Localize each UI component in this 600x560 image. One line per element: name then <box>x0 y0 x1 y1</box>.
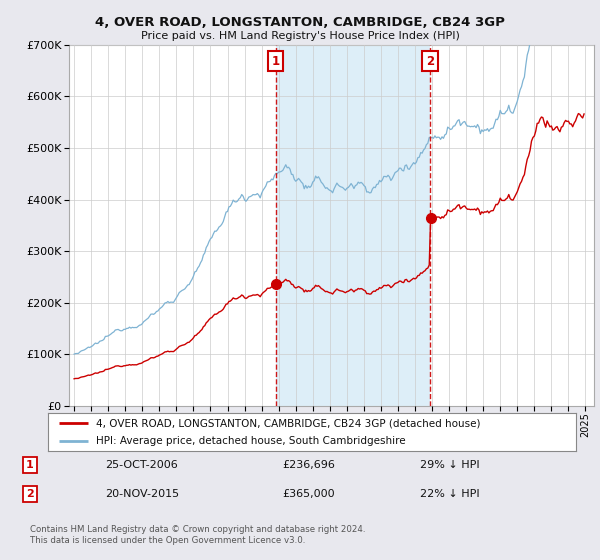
Text: Contains HM Land Registry data © Crown copyright and database right 2024.
This d: Contains HM Land Registry data © Crown c… <box>30 525 365 545</box>
Text: 1: 1 <box>272 54 280 68</box>
Text: 25-OCT-2006: 25-OCT-2006 <box>105 460 178 470</box>
Text: 2: 2 <box>26 489 34 499</box>
Text: HPI: Average price, detached house, South Cambridgeshire: HPI: Average price, detached house, Sout… <box>95 436 405 446</box>
Text: £236,696: £236,696 <box>282 460 335 470</box>
Text: 1: 1 <box>26 460 34 470</box>
Text: Price paid vs. HM Land Registry's House Price Index (HPI): Price paid vs. HM Land Registry's House … <box>140 31 460 41</box>
Text: 4, OVER ROAD, LONGSTANTON, CAMBRIDGE, CB24 3GP: 4, OVER ROAD, LONGSTANTON, CAMBRIDGE, CB… <box>95 16 505 29</box>
Text: 2: 2 <box>426 54 434 68</box>
Text: 29% ↓ HPI: 29% ↓ HPI <box>420 460 479 470</box>
Text: 20-NOV-2015: 20-NOV-2015 <box>105 489 179 499</box>
Text: £365,000: £365,000 <box>282 489 335 499</box>
Text: 4, OVER ROAD, LONGSTANTON, CAMBRIDGE, CB24 3GP (detached house): 4, OVER ROAD, LONGSTANTON, CAMBRIDGE, CB… <box>95 418 480 428</box>
Bar <box>275 45 430 406</box>
Text: 22% ↓ HPI: 22% ↓ HPI <box>420 489 479 499</box>
